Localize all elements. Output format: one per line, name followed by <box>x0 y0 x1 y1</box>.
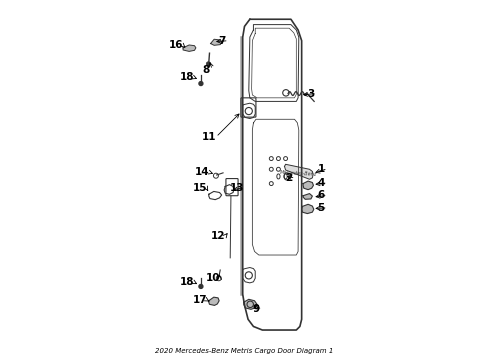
Polygon shape <box>183 45 196 51</box>
Polygon shape <box>303 181 313 190</box>
Text: 9: 9 <box>252 304 259 314</box>
Text: 15: 15 <box>192 183 207 193</box>
Text: 2: 2 <box>285 173 292 183</box>
Text: 18: 18 <box>179 277 193 287</box>
Text: 4: 4 <box>317 178 325 188</box>
Text: 18: 18 <box>179 72 193 82</box>
Text: 13: 13 <box>230 183 244 193</box>
Text: 17: 17 <box>192 295 207 305</box>
Text: Mercedes-Benz: Mercedes-Benz <box>280 170 317 177</box>
Polygon shape <box>210 39 222 45</box>
Text: 6: 6 <box>317 190 324 201</box>
Circle shape <box>199 82 203 86</box>
Text: 2020 Mercedes-Benz Metris Cargo Door Diagram 1: 2020 Mercedes-Benz Metris Cargo Door Dia… <box>155 348 333 354</box>
Polygon shape <box>244 299 257 309</box>
Text: 12: 12 <box>211 231 225 242</box>
Text: 8: 8 <box>202 65 209 75</box>
Polygon shape <box>208 297 219 305</box>
Text: 14: 14 <box>195 167 209 177</box>
Text: 10: 10 <box>205 273 220 283</box>
Text: 1: 1 <box>317 163 324 174</box>
Polygon shape <box>284 164 312 179</box>
Polygon shape <box>301 204 313 213</box>
Text: 3: 3 <box>306 89 314 99</box>
Text: 7: 7 <box>218 36 225 46</box>
Circle shape <box>199 284 203 288</box>
Text: 5: 5 <box>317 203 324 213</box>
Text: 16: 16 <box>168 40 183 50</box>
Circle shape <box>206 62 210 66</box>
Text: 11: 11 <box>202 132 216 142</box>
Polygon shape <box>303 194 312 199</box>
